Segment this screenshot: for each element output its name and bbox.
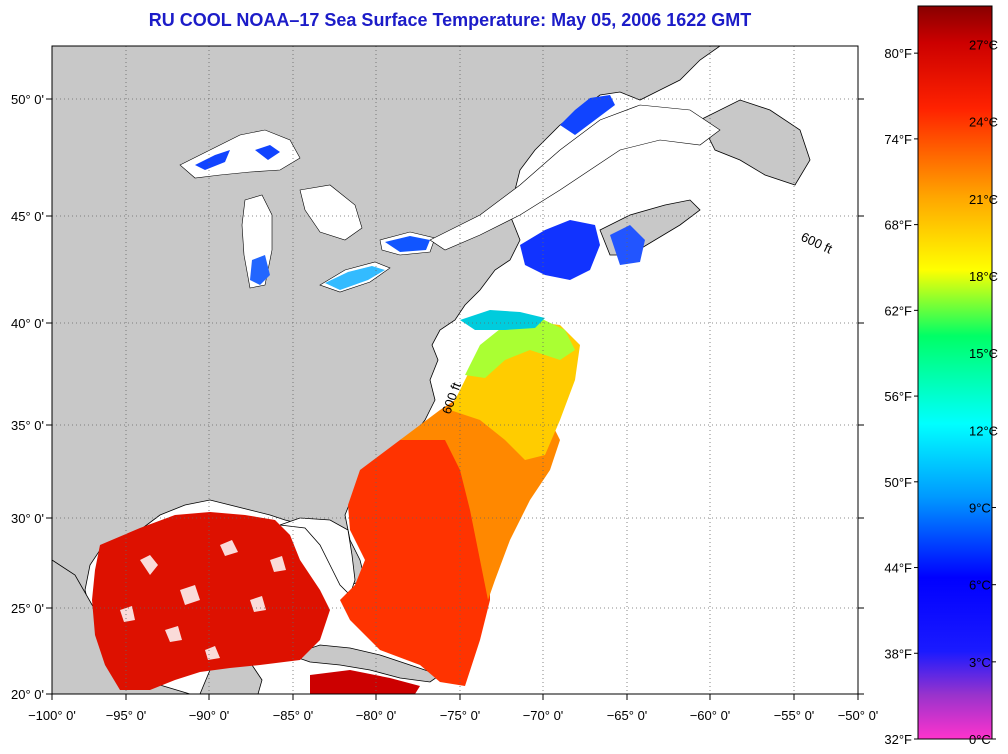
colorbar-celsius-label: 21°C <box>969 192 998 207</box>
colorbar-celsius-label: 24°C <box>969 115 998 130</box>
land-cuba <box>288 644 441 683</box>
colorbar-celsius-label: 18°C <box>969 269 998 284</box>
lat-tick-label: 40° 0' <box>11 316 44 331</box>
colorbar-fahrenheit-label: 68°F <box>884 218 912 233</box>
lat-tick-label: 35° 0' <box>11 418 44 433</box>
lon-tick-label: −65° 0' <box>607 708 648 723</box>
land-newfoundland <box>699 99 811 186</box>
colorbar-celsius-label: 0°C <box>969 732 991 747</box>
lon-tick-label: −75° 0' <box>440 708 481 723</box>
sst-caribbean <box>310 670 420 694</box>
colorbar-fahrenheit-label: 80°F <box>884 46 912 61</box>
colorbar <box>917 5 993 740</box>
lat-tick-label: 30° 0' <box>11 511 44 526</box>
sst-mid-atlantic-shelf <box>460 310 545 330</box>
colorbar-fahrenheit-label: 62°F <box>884 303 912 318</box>
colorbar-celsius-label: 6°C <box>969 578 991 593</box>
sst-scotian-shelf <box>610 225 645 265</box>
colorbar-celsius-label: 27°C <box>969 38 998 53</box>
colorbar-fahrenheit-label: 44°F <box>884 561 912 576</box>
colorbar-celsius-label: 15°C <box>969 346 998 361</box>
colorbar-celsius-label: 9°C <box>969 501 991 516</box>
sst-lake-ontario <box>385 236 430 252</box>
lon-tick-label: −60° 0' <box>690 708 731 723</box>
sst-st-lawrence <box>560 95 615 135</box>
colorbar-fahrenheit-label: 74°F <box>884 132 912 147</box>
lon-tick-label: −55° 0' <box>774 708 815 723</box>
map-title: RU COOL NOAA–17 Sea Surface Temperature:… <box>148 10 752 30</box>
map-ticks: −100° 0' −95° 0' −90° 0' −85° 0' −80° 0' −75°… <box>11 92 878 723</box>
colorbar-celsius-label: 3°C <box>969 655 991 670</box>
lon-tick-label: −50° 0' <box>838 708 879 723</box>
lake-huron <box>299 184 363 241</box>
colorbar-celsius-label: 12°C <box>969 423 998 438</box>
lon-tick-label: −70° 0' <box>523 708 564 723</box>
lon-tick-label: −100° 0' <box>28 708 76 723</box>
lon-tick-label: −80° 0' <box>356 708 397 723</box>
sst-atlantic-swath-green <box>465 318 575 378</box>
lat-tick-label: 45° 0' <box>11 209 44 224</box>
map-grid <box>52 46 858 694</box>
map-frame <box>51 45 859 695</box>
sst-lake-erie <box>325 266 385 290</box>
lat-tick-label: 25° 0' <box>11 601 44 616</box>
colorbar-fahrenheit-label: 56°F <box>884 389 912 404</box>
st-lawrence <box>429 104 721 251</box>
colorbar-fahrenheit-label: 38°F <box>884 646 912 661</box>
lon-tick-label: −85° 0' <box>273 708 314 723</box>
sst-gulf-of-mexico <box>92 512 330 690</box>
sst-lake-michigan <box>250 255 270 285</box>
sst-gulf-of-maine <box>520 220 600 280</box>
colorbar-ticks: 80°F 74°F 68°F 62°F 56°F 50°F 44°F 38°F 32°F 27°C… <box>884 38 998 747</box>
lon-tick-label: −90° 0' <box>189 708 230 723</box>
lon-tick-label: −95° 0' <box>106 708 147 723</box>
lat-tick-label: 20° 0' <box>11 687 44 702</box>
sst-gulf-clouds <box>120 540 286 660</box>
sst-lake-superior <box>195 145 280 170</box>
colorbar-fahrenheit-label: 32°F <box>884 732 912 747</box>
sst-atlantic-swath-red <box>340 415 490 686</box>
colorbar-fahrenheit-label: 50°F <box>884 475 912 490</box>
lat-tick-label: 50° 0' <box>11 92 44 107</box>
